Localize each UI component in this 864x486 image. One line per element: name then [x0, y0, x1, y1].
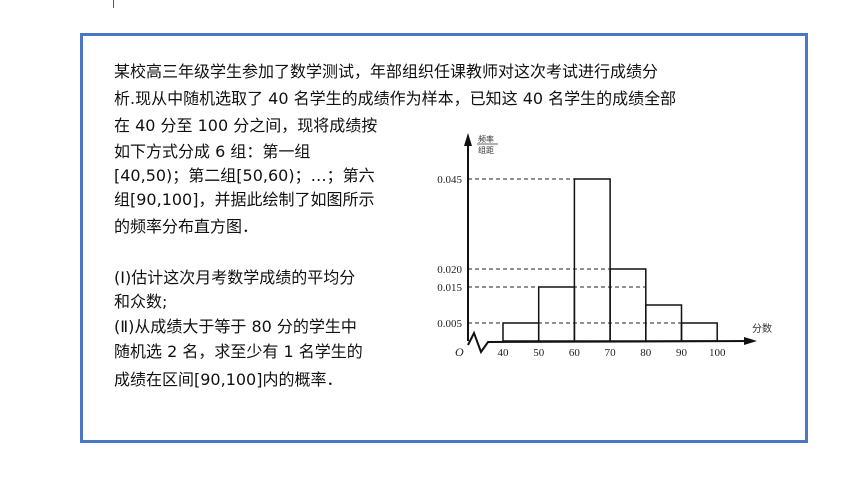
- problem-line: 析.现从中随机选取了 40 名学生的成绩作为样本，已知这 40 名学生的成绩全部: [114, 89, 677, 108]
- problem-line: 成绩在区间[90,100]内的概率．: [114, 370, 343, 389]
- y-tick-label: 0.005: [437, 318, 462, 330]
- origin-label: O: [455, 345, 464, 359]
- histogram-bar: [502, 322, 540, 342]
- problem-line: 某校高三年级学生参加了数学测试，年部组织任课教师对这次考试进行成绩分: [114, 62, 659, 81]
- histogram-bar: [609, 268, 647, 342]
- y-tick-label: 0.015: [437, 282, 462, 294]
- problem-line: 如下方式分成 6 组：第一组: [114, 142, 311, 161]
- histogram-bar: [537, 286, 576, 342]
- problem-line: (Ⅱ)从成绩大于等于 80 分的学生中: [114, 317, 357, 336]
- y-axis-arrow-icon: [464, 133, 472, 146]
- x-axis-arrow-icon: [744, 337, 757, 345]
- y-axis-label-denominator: 组距: [478, 145, 494, 155]
- x-tick-label: 80: [640, 347, 652, 359]
- y-tick-label: 0.020: [437, 264, 462, 276]
- x-axis: [467, 330, 753, 355]
- y-axis-label-numerator: 频率: [478, 134, 494, 144]
- problem-line: 在 40 分至 100 分之间，现将成绩按: [114, 116, 378, 135]
- problem-line: 和众数;: [114, 292, 168, 311]
- problem-line: 随机选 2 名，求至少有 1 名学生的: [114, 342, 363, 361]
- x-tick-label: 90: [676, 347, 688, 359]
- y-tick-label: 0.045: [437, 174, 462, 186]
- problem-line: 组[90,100]，并据此绘制了如图所示: [114, 190, 375, 209]
- histogram-bar: [573, 178, 611, 342]
- problem-line: 的频率分布直方图．: [114, 217, 259, 236]
- x-tick-label: 50: [533, 347, 545, 359]
- x-tick-label: 60: [569, 347, 581, 359]
- text-cursor: [113, 0, 114, 8]
- problem-box: [80, 33, 808, 443]
- x-tick-label: 70: [605, 347, 617, 359]
- x-axis-label: 分数: [752, 322, 772, 335]
- histogram-bar: [680, 322, 718, 342]
- problem-line: (Ⅰ)估计这次月考数学成绩的平均分: [114, 268, 356, 287]
- x-tick-label: 100: [709, 347, 726, 359]
- problem-line: [40,50)；第二组[50,60)；…；第六: [114, 166, 375, 185]
- x-tick-label: 40: [498, 347, 510, 359]
